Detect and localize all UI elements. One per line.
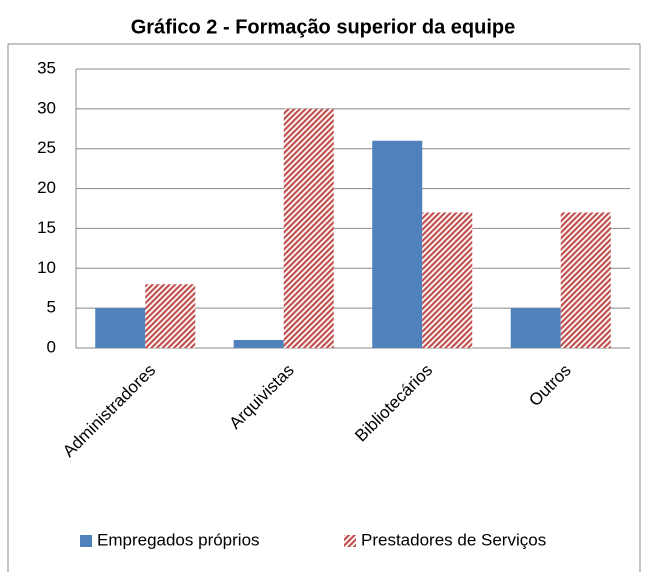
x-tick-label: Outros xyxy=(525,361,575,411)
legend-label: Empregados próprios xyxy=(97,530,260,549)
y-tick-label: 35 xyxy=(37,58,56,77)
x-tick-label: Arquivistas xyxy=(226,361,298,433)
chart-frame xyxy=(7,43,641,572)
y-tick-label: 25 xyxy=(37,138,56,157)
bar xyxy=(283,108,334,348)
y-tick-label: 15 xyxy=(37,218,56,237)
y-tick-label: 20 xyxy=(37,178,56,197)
y-tick-label: 5 xyxy=(47,298,56,317)
legend-swatch xyxy=(344,535,356,547)
bar xyxy=(372,140,423,348)
y-tick-label: 0 xyxy=(47,337,56,356)
legend-label: Prestadores de Serviços xyxy=(361,530,546,549)
y-tick-label: 10 xyxy=(37,258,56,277)
bar xyxy=(95,308,146,348)
x-tick-label: Bibliotecários xyxy=(351,361,436,446)
x-tick-label: Administradores xyxy=(59,361,159,461)
legend-swatch xyxy=(80,535,92,547)
bar xyxy=(560,212,611,348)
chart-title: Gráfico 2 - Formação superior da equipe xyxy=(131,16,516,38)
bar xyxy=(422,212,473,348)
y-tick-label: 30 xyxy=(37,98,56,117)
bar xyxy=(233,340,284,348)
bar xyxy=(145,284,196,348)
bar xyxy=(510,308,561,348)
